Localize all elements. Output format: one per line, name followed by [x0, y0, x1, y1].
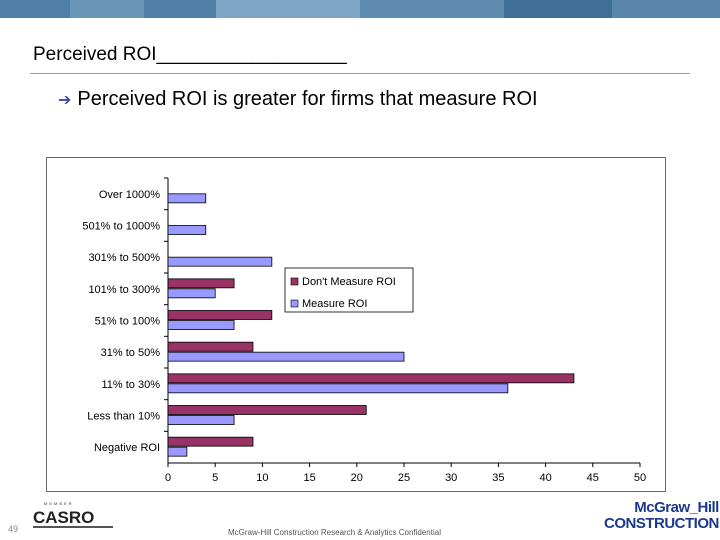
y-tick-label: 501% to 1000%: [82, 221, 160, 233]
bar-dont-measure-roi: [167, 436, 254, 447]
bar-measure-roi: [167, 288, 216, 299]
header-band-segment: [504, 0, 612, 18]
page-number: 49: [8, 524, 19, 534]
y-tick-label: 31% to 50%: [101, 347, 161, 359]
slide-title: Perceived ROI__________________: [33, 44, 347, 65]
header-band-segment: [0, 0, 70, 18]
x-tick-label: 5: [212, 472, 218, 484]
header-band-segment: [144, 0, 216, 18]
y-tick-label: Over 1000%: [99, 189, 160, 201]
x-tick-label: 25: [398, 472, 410, 484]
header-band-segment: [216, 0, 360, 18]
y-tick-label: 301% to 500%: [88, 252, 160, 264]
legend-box: [284, 267, 414, 313]
header-band-segment: [360, 0, 504, 18]
title-divider: [30, 73, 690, 74]
bar-measure-roi: [167, 193, 207, 204]
x-tick-label: 15: [303, 472, 315, 484]
bar-measure-roi: [167, 225, 207, 235]
bar-measure-roi: [167, 415, 235, 425]
bar-measure-roi: [167, 446, 188, 457]
y-tick-label: 51% to 100%: [95, 316, 161, 328]
chart-frame: 0 5 10 15 20 25 30 35 40 45 50 Negative ROI Less tha…: [46, 157, 666, 492]
mcgraw-hill-logo: McGraw_Hill CONSTRUCTION: [604, 500, 719, 532]
bar-dont-measure-roi: [167, 341, 254, 352]
bar-measure-roi: [167, 256, 273, 267]
x-tick-label: 0: [165, 472, 171, 484]
y-tick-label: Negative ROI: [94, 442, 160, 454]
bar-measure-roi: [167, 351, 405, 362]
bar-dont-measure-roi: [167, 405, 367, 415]
bullet-point: ➔ Perceived ROI is greater for firms tha…: [58, 88, 538, 111]
header-band: [0, 0, 720, 18]
header-band-segment: [612, 0, 720, 18]
svg-text:MEMBER: MEMBER: [44, 501, 74, 506]
casro-logo: MEMBER CASRO: [33, 501, 113, 528]
legend-swatch: [290, 299, 299, 308]
x-tick-label: 40: [539, 472, 551, 484]
y-tick-label: Less than 10%: [87, 411, 160, 423]
arrow-bullet-icon: ➔: [58, 91, 72, 109]
x-tick-label: 45: [587, 472, 599, 484]
logo-line-1: McGraw_Hill: [634, 499, 719, 516]
x-tick-label: 35: [492, 472, 504, 484]
bar-dont-measure-roi: [167, 278, 235, 289]
bar-measure-roi: [167, 383, 509, 394]
header-band-segment: [70, 0, 144, 18]
bullet-text: Perceived ROI is greater for firms that …: [77, 88, 538, 110]
x-tick-label: 30: [445, 472, 457, 484]
legend-label: Measure ROI: [302, 298, 367, 310]
bar-dont-measure-roi: [167, 310, 273, 320]
legend-label: Don't Measure ROI: [302, 276, 396, 288]
x-tick-label: 20: [351, 472, 363, 484]
svg-text:CASRO: CASRO: [33, 508, 94, 527]
x-tick-label: 50: [634, 472, 646, 484]
legend-swatch: [290, 277, 299, 286]
bar-measure-roi: [167, 320, 235, 330]
confidential-notice: McGraw-Hill Construction Research & Anal…: [228, 528, 441, 537]
x-tick-label: 10: [256, 472, 268, 484]
bar-dont-measure-roi: [167, 373, 575, 384]
y-tick-label: 101% to 300%: [88, 284, 160, 296]
logo-line-2: CONSTRUCTION: [604, 515, 719, 532]
y-tick-label: 11% to 30%: [101, 379, 160, 391]
bar-chart: 0 5 10 15 20 25 30 35 40 45 50 Negative ROI Less tha…: [82, 177, 646, 484]
